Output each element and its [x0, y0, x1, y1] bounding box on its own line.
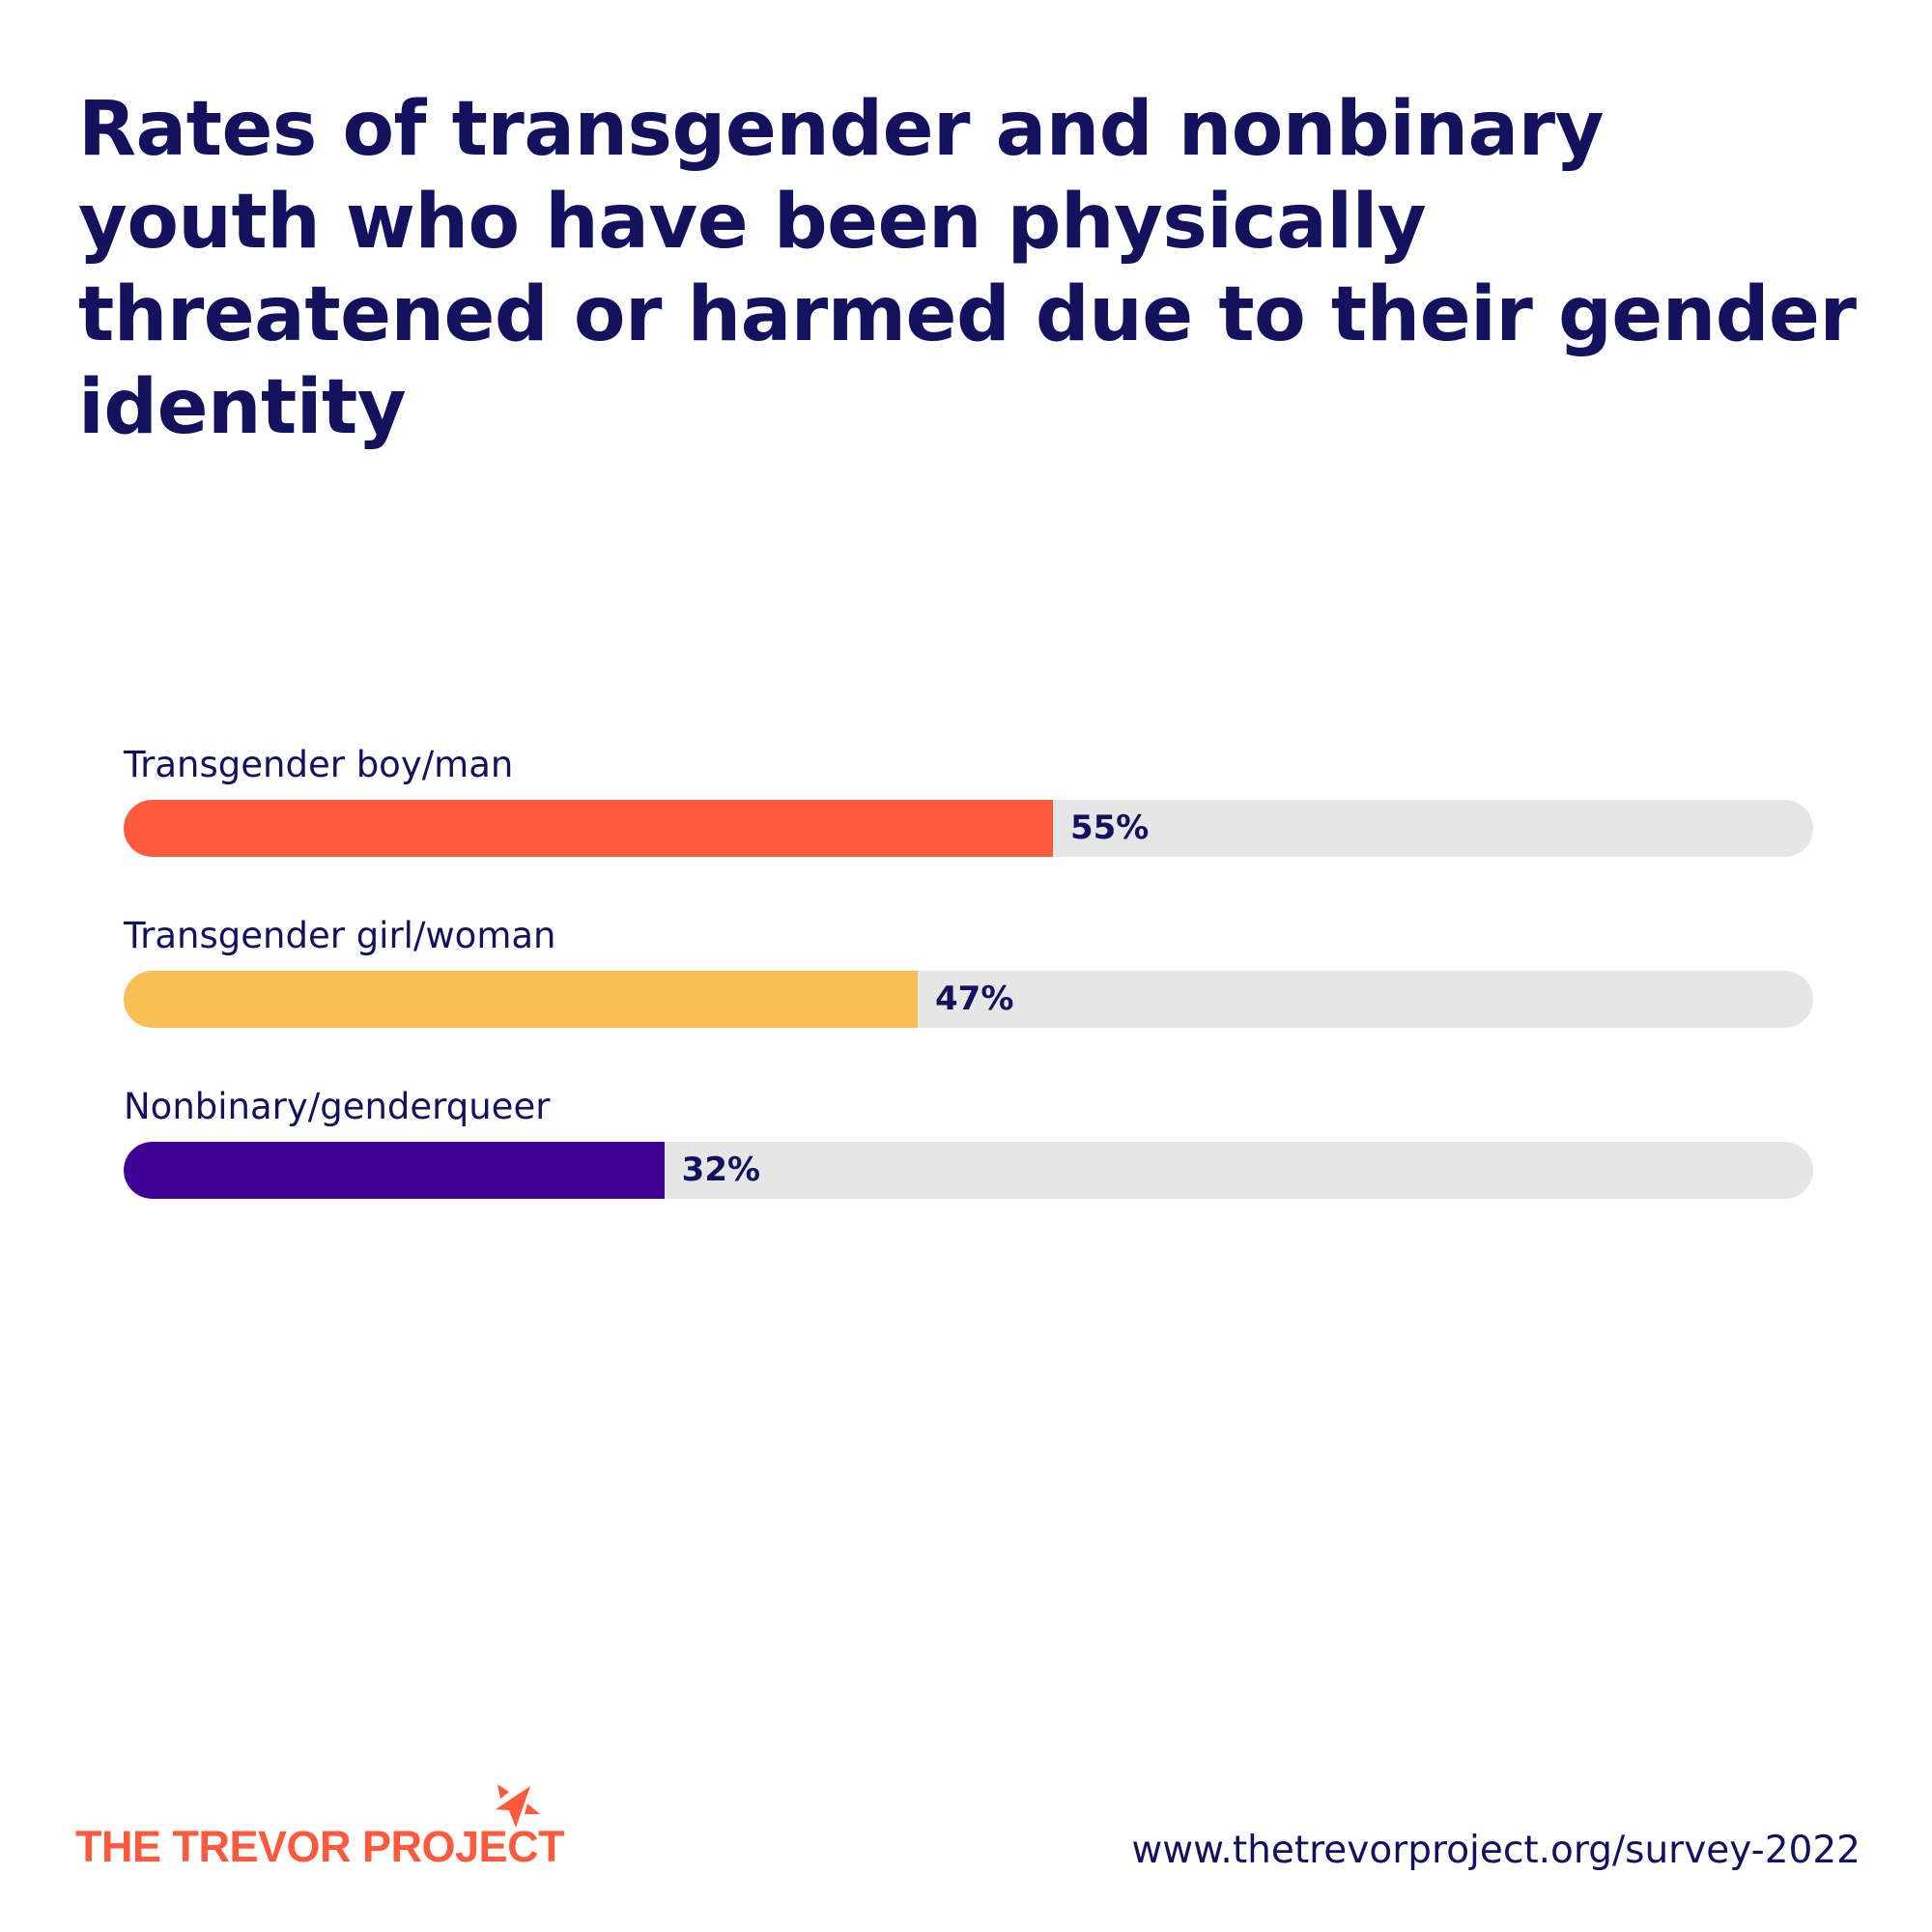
bar — [124, 800, 1053, 857]
chart-title: Rates of transgender and nonbinary youth… — [78, 86, 1857, 451]
bar — [124, 971, 919, 1028]
category-label: Transgender girl/woman — [124, 915, 556, 956]
category-label: Transgender boy/man — [124, 744, 514, 785]
bar — [124, 1142, 665, 1199]
bar-row: Transgender girl/woman 47% — [124, 915, 1813, 1028]
value-label: 47% — [935, 980, 1014, 1018]
star-icon — [496, 1784, 540, 1828]
bar-row: Transgender boy/man 55% — [124, 744, 1813, 857]
bar-row: Nonbinary/genderqueer 32% — [124, 1086, 1813, 1199]
survey-url[interactable]: www.thetrevorproject.org/survey-2022 — [1131, 1829, 1861, 1872]
bar-track: 47% — [124, 971, 1813, 1028]
category-label: Nonbinary/genderqueer — [124, 1086, 551, 1127]
bar-track: 55% — [124, 800, 1813, 857]
logo-text: THE TREVOR PROJECT — [75, 1822, 565, 1871]
bar-track: 32% — [124, 1142, 1813, 1199]
value-label: 32% — [681, 1151, 761, 1189]
value-label: 55% — [1069, 809, 1150, 847]
